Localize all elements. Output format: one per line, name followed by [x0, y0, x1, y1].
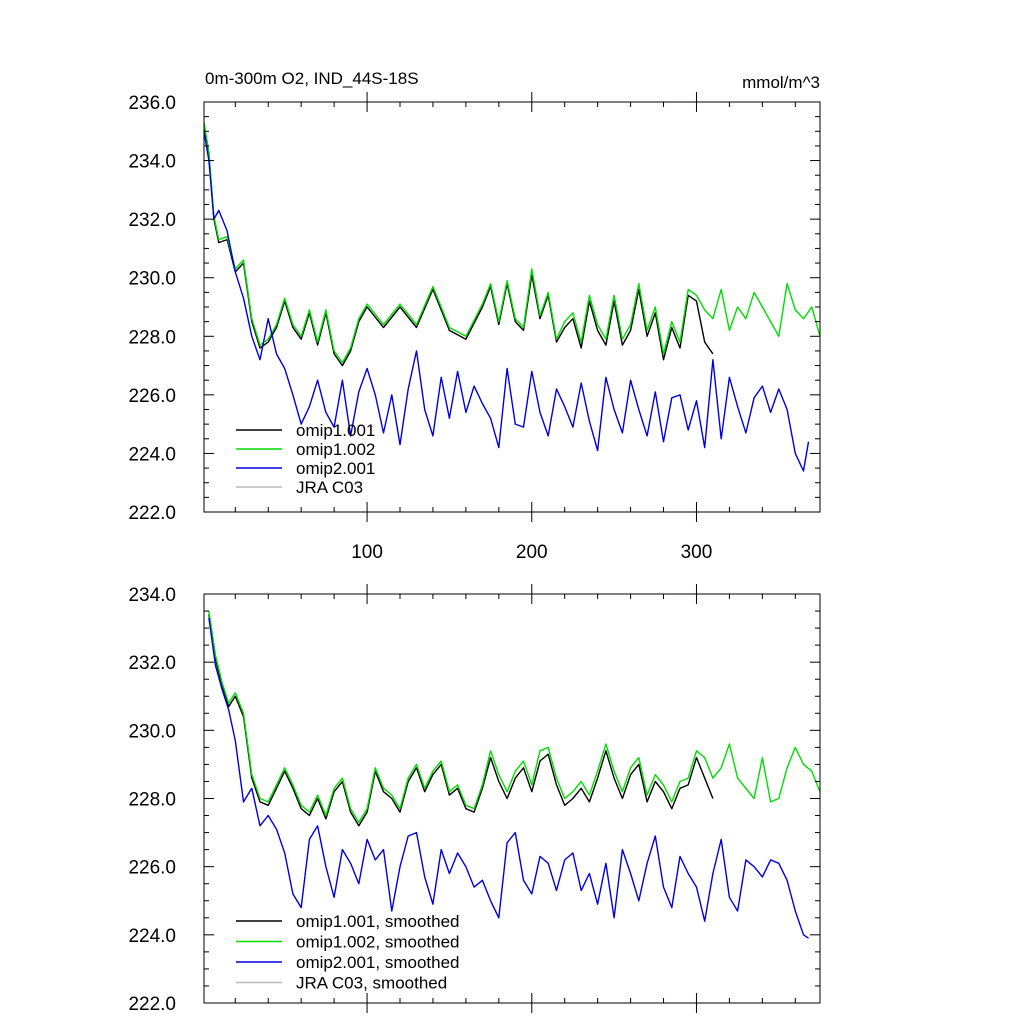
y-tick-label: 232.0 — [128, 653, 176, 674]
chart-title: 0m-300m O2, IND_44S-18S — [205, 69, 419, 88]
y-tick-label: 224.0 — [128, 926, 176, 947]
y-tick-label: 222.0 — [128, 503, 176, 524]
y-tick-label: 224.0 — [128, 444, 176, 465]
legend-label: omip2.001 — [296, 459, 375, 478]
units-label: mmol/m^3 — [742, 73, 820, 92]
series-line-2-2 — [208, 610, 821, 824]
legend-label: omip1.001, smoothed — [296, 912, 460, 931]
y-tick-label: 230.0 — [128, 721, 176, 742]
y-tick-label: 234.0 — [128, 152, 176, 173]
y-tick-label: 228.0 — [128, 327, 176, 348]
panel-2: 222.0 224.0 226.0 228.0 230.0 232.0 234.0 omip1… — [128, 584, 821, 1015]
y-tick-label: 230.0 — [128, 269, 176, 290]
y-tick-label: 236.0 — [128, 93, 176, 114]
y-tick-label: 234.0 — [128, 585, 176, 606]
legend-label: omip1.002, smoothed — [296, 933, 460, 952]
legend-label: JRA C03 — [296, 478, 363, 497]
series-line-1-1 — [203, 125, 714, 367]
panel-1: 222.0 224.0 226.0 228.0 230.0 232.0 234.0 236.0… — [128, 69, 821, 563]
x-tick-label: 200 — [516, 542, 548, 563]
x-tick-label: 300 — [681, 542, 713, 563]
y-tick-label: 226.0 — [128, 858, 176, 879]
series-line-2-1 — [208, 614, 714, 827]
series-line-1-2 — [203, 122, 821, 364]
y-tick-label: 228.0 — [128, 790, 176, 811]
series-line-1-3 — [203, 131, 810, 472]
y-tick-label: 232.0 — [128, 210, 176, 231]
x-tick-label: 100 — [351, 542, 383, 563]
y-tick-label: 226.0 — [128, 386, 176, 407]
legend-label: omip2.001, smoothed — [296, 953, 460, 972]
series-line-2-3 — [208, 617, 809, 939]
legend-label: JRA C03, smoothed — [296, 974, 447, 993]
y-tick-label: 222.0 — [128, 994, 176, 1015]
legend-label: omip1.002 — [296, 440, 375, 459]
legend-label: omip1.001 — [296, 421, 375, 440]
